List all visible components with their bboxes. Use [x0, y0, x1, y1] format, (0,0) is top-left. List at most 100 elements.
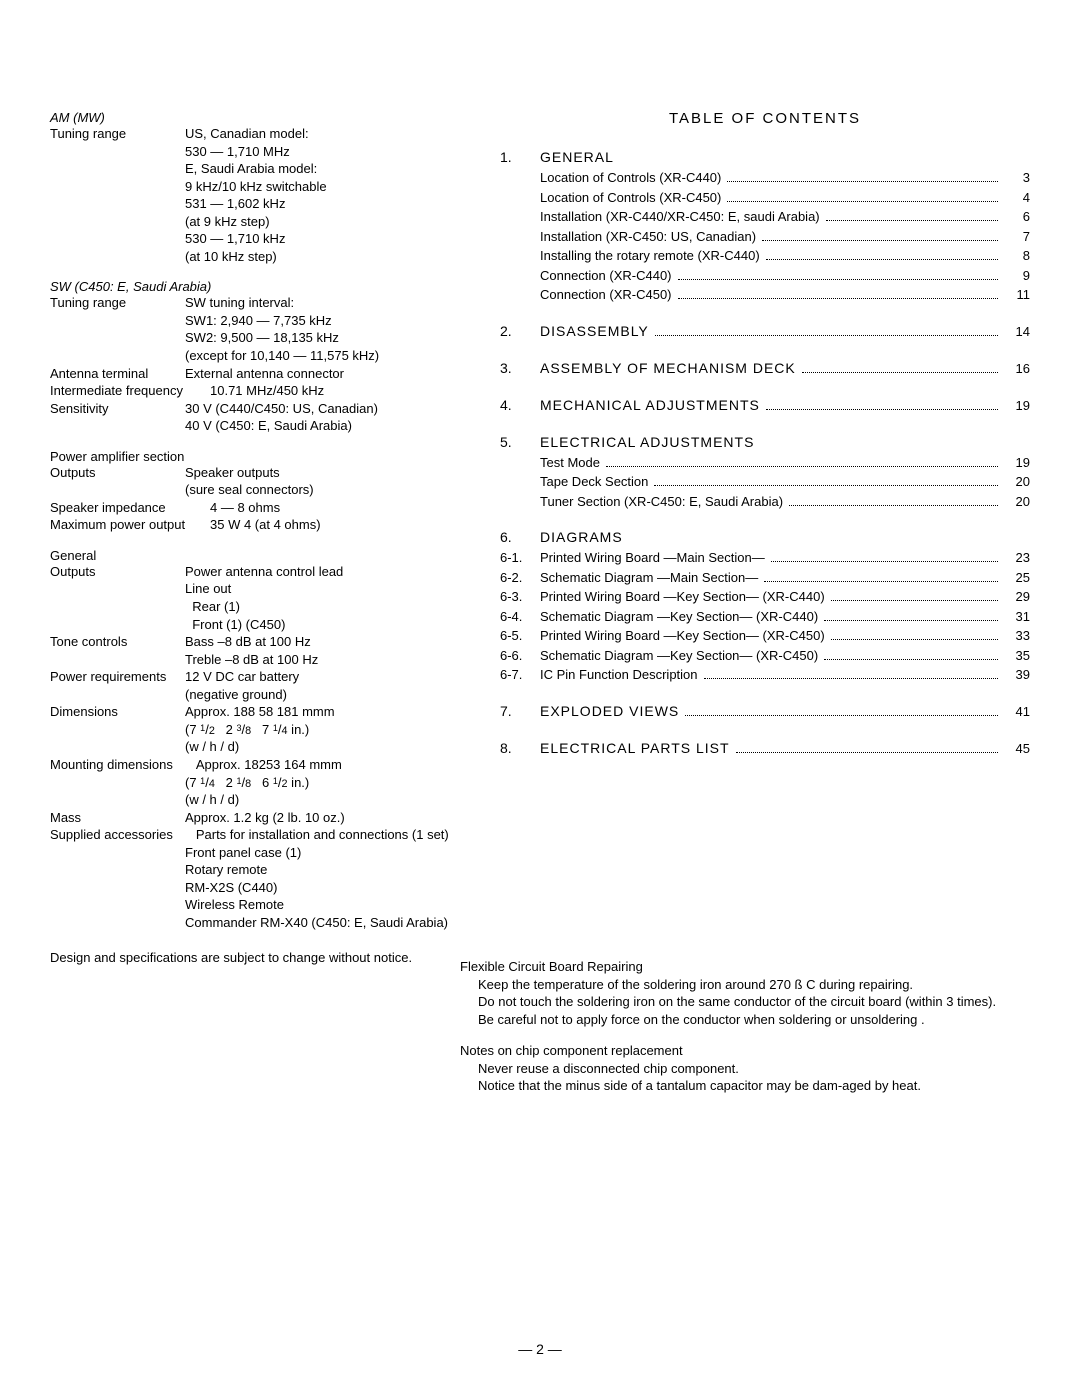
value: Commander RM-X40 (C450: E, Saudi Arabia)	[50, 914, 460, 932]
value: 12 V DC car battery	[185, 668, 460, 686]
toc-text: Schematic Diagram —Main Section—	[540, 568, 758, 588]
value: Front panel case (1)	[50, 844, 460, 862]
value: (7 1/2 2 3/8 7 1/4 in.)	[50, 721, 460, 739]
toc-text: Connection (XR-C450)	[540, 285, 672, 305]
toc-text: Printed Wiring Board —Key Section— (XR-C…	[540, 587, 825, 607]
toc-num: 6.	[500, 527, 540, 548]
toc-num: 4.	[500, 395, 540, 416]
toc-page: 23	[1002, 548, 1030, 568]
value: SW1: 2,940 — 7,735 kHz	[50, 312, 460, 330]
value: Rear (1)	[50, 598, 460, 616]
toc-text: Test Mode	[540, 453, 600, 473]
value: SW2: 9,500 — 18,135 kHz	[50, 329, 460, 347]
label: Maximum power output	[50, 516, 210, 534]
toc-num: 1.	[500, 147, 540, 168]
label: Intermediate frequency	[50, 382, 210, 400]
label: Antenna terminal	[50, 365, 185, 383]
toc-heading: ELECTRICAL ADJUSTMENTS	[540, 432, 754, 453]
label: Mass	[50, 809, 185, 827]
toc-text: Location of Controls (XR-C450)	[540, 188, 721, 208]
toc-page: 9	[1002, 266, 1030, 286]
toc-item: Connection (XR-C440) 9	[500, 266, 1030, 286]
value: (sure seal connectors)	[50, 481, 460, 499]
value: (negative ground)	[50, 686, 460, 704]
value: Approx. 1.2 kg (2 lb. 10 oz.)	[185, 809, 460, 827]
toc-text: Installation (XR-C450: US, Canadian)	[540, 227, 756, 247]
toc-item: Location of Controls (XR-C440) 3	[500, 168, 1030, 188]
toc-page: 6	[1002, 207, 1030, 227]
toc-subnum: 6-5.	[500, 626, 540, 646]
note-text: Do not touch the soldering iron on the s…	[460, 993, 1030, 1011]
toc-subnum: 6-1.	[500, 548, 540, 568]
value: 530 — 1,710 MHz	[50, 143, 460, 161]
toc-text: Tape Deck Section	[540, 472, 648, 492]
value: (at 10 kHz step)	[50, 248, 460, 266]
toc-page: 3	[1002, 168, 1030, 188]
toc-text: Connection (XR-C440)	[540, 266, 672, 286]
toc-text: Installing the rotary remote (XR-C440)	[540, 246, 760, 266]
toc-item: 6-3.Printed Wiring Board —Key Section— (…	[500, 587, 1030, 607]
toc-page: 14	[1002, 322, 1030, 342]
value: 30 V (C440/C450: US, Canadian)	[185, 400, 460, 418]
toc-page: 4	[1002, 188, 1030, 208]
value: Bass –8 dB at 100 Hz	[185, 633, 460, 651]
toc-item: Connection (XR-C450) 11	[500, 285, 1030, 305]
note-text: Be careful not to apply force on the con…	[460, 1011, 1030, 1029]
value: 530 — 1,710 kHz	[50, 230, 460, 248]
toc-num: 3.	[500, 358, 540, 379]
toc-item: Installing the rotary remote (XR-C440)8	[500, 246, 1030, 266]
toc-section: 5.ELECTRICAL ADJUSTMENTS Test Mode19Tape…	[500, 432, 1030, 512]
value: Wireless Remote	[50, 896, 460, 914]
label: Supplied accessories	[50, 826, 185, 844]
label: Tuning range	[50, 125, 185, 143]
value: (except for 10,140 — 11,575 kHz)	[50, 347, 460, 365]
note-text: Keep the temperature of the soldering ir…	[460, 976, 1030, 994]
toc-item: 6-7.IC Pin Function Description39	[500, 665, 1030, 685]
value: External antenna connector	[185, 365, 460, 383]
label: Dimensions	[50, 703, 185, 721]
value: Approx. 188 58 181 mmm	[185, 703, 460, 721]
toc-page: 33	[1002, 626, 1030, 646]
value: (at 9 kHz step)	[50, 213, 460, 231]
note-text: Notice that the minus side of a tantalum…	[460, 1077, 1030, 1095]
value: Power antenna control lead	[185, 563, 460, 581]
toc-item: 6-5.Printed Wiring Board —Key Section— (…	[500, 626, 1030, 646]
toc-heading: ELECTRICAL PARTS LIST	[540, 738, 730, 759]
toc-text: Printed Wiring Board —Main Section—	[540, 548, 765, 568]
toc-page: 19	[1002, 453, 1030, 473]
value: (w / h / d)	[50, 791, 460, 809]
toc-page: 35	[1002, 646, 1030, 666]
value: 35 W 4 (at 4 ohms)	[210, 516, 460, 534]
value: 531 — 1,602 kHz	[50, 195, 460, 213]
value: Treble –8 dB at 100 Hz	[50, 651, 460, 669]
toc-heading: ASSEMBLY OF MECHANISM DECK	[540, 358, 796, 379]
value: Front (1) (C450)	[50, 616, 460, 634]
toc-item: Installation (XR-C450: US, Canadian)7	[500, 227, 1030, 247]
toc-title: TABLE OF CONTENTS	[500, 110, 1030, 127]
value: 9 kHz/10 kHz switchable	[50, 178, 460, 196]
toc-page: 16	[1002, 359, 1030, 379]
toc-section: 6.DIAGRAMS 6-1.Printed Wiring Board —Mai…	[500, 527, 1030, 685]
toc-item: 6-4.Schematic Diagram —Key Section— (XR-…	[500, 607, 1030, 627]
toc-item: 6-6.Schematic Diagram —Key Section— (XR-…	[500, 646, 1030, 666]
toc-page: 45	[1002, 739, 1030, 759]
design-note: Design and specifications are subject to…	[50, 950, 460, 965]
toc-text: Location of Controls (XR-C440)	[540, 168, 721, 188]
note-heading: Notes on chip component replacement	[460, 1042, 1030, 1060]
value: US, Canadian model:	[185, 125, 460, 143]
toc-section: 1.GENERAL Location of Controls (XR-C440)…	[500, 147, 1030, 305]
toc-num: 2.	[500, 321, 540, 342]
toc-item: Installation (XR-C440/XR-C450: E, saudi …	[500, 207, 1030, 227]
toc-page: 11	[1002, 285, 1030, 305]
value: Line out	[50, 580, 460, 598]
toc-subnum: 6-4.	[500, 607, 540, 627]
specs-column: AM (MW) Tuning rangeUS, Canadian model: …	[50, 110, 460, 965]
toc-page: 39	[1002, 665, 1030, 685]
toc-page: 29	[1002, 587, 1030, 607]
toc-column: TABLE OF CONTENTS 1.GENERAL Location of …	[490, 110, 1030, 965]
value: SW tuning interval:	[185, 294, 460, 312]
value: 10.71 MHz/450 kHz	[210, 382, 460, 400]
value: (w / h / d)	[50, 738, 460, 756]
toc-subnum: 6-7.	[500, 665, 540, 685]
toc-page: 20	[1002, 492, 1030, 512]
